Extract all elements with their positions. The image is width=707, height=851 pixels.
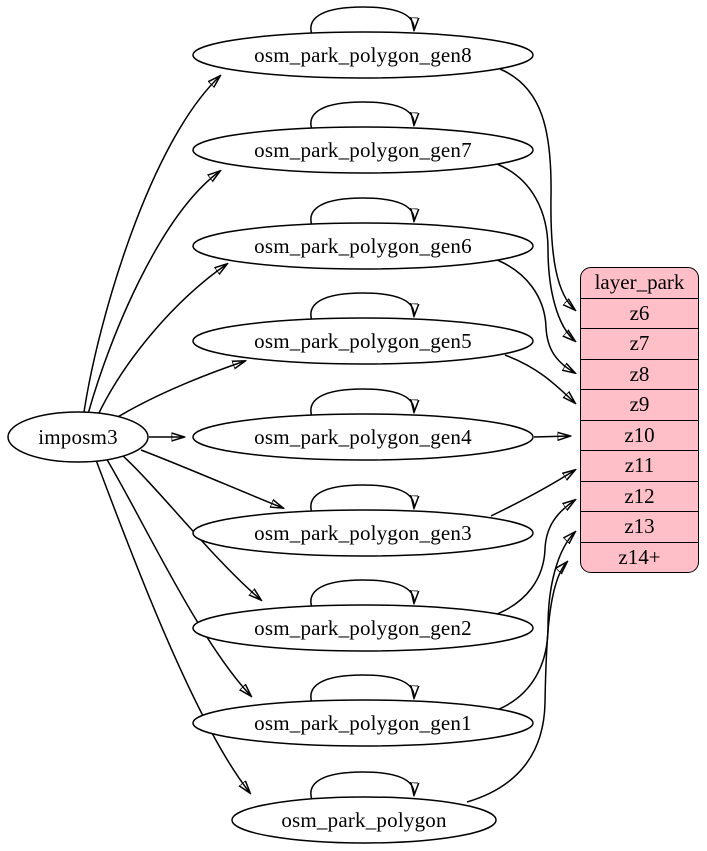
node-shapes (7, 31, 534, 844)
self-loop-gen2 (310, 579, 414, 609)
node-label-osm-park-polygon: osm_park_polygon (281, 807, 447, 832)
node-label-gen5: osm_park_polygon_gen5 (254, 328, 472, 353)
node-ellipse-gen8 (192, 31, 534, 79)
node-ellipse-gen2 (192, 604, 534, 652)
node-label-gen8: osm_park_polygon_gen8 (254, 42, 472, 67)
node-ellipse-gen5 (192, 317, 534, 365)
edge-imposm3-to-gen5 (110, 361, 245, 422)
layer-row-z10: z10 (581, 419, 698, 451)
node-ellipse-gen3 (192, 509, 534, 557)
node-ellipse-gen1 (192, 699, 534, 747)
self-loop-gen3 (310, 484, 414, 514)
edge-imposm3-to-gen7 (87, 171, 220, 415)
layer-row-z9: z9 (581, 389, 698, 420)
self-loop-gen5 (310, 292, 414, 322)
edge-gen4-to-z10 (533, 436, 570, 437)
node-label-imposm3: imposm3 (38, 424, 118, 449)
self-loop-osm-park-polygon (310, 771, 414, 801)
edge-gen3-to-z11 (490, 470, 575, 517)
edge-osm-park-polygon-to-z14plus (466, 562, 567, 803)
edge-imposm3-to-gen1 (105, 457, 251, 696)
edge-gen2-to-z12 (491, 500, 575, 617)
layer-row-z11: z11 (581, 450, 698, 481)
layer-row-z6: z6 (581, 297, 698, 329)
edges-to-layer-park (466, 68, 575, 803)
layer-row-z12: z12 (581, 480, 698, 512)
edges-from-imposm3 (83, 76, 283, 793)
layer-row-z8: z8 (581, 358, 698, 390)
self-loop-gen7 (310, 101, 414, 131)
layer-park-header: layer_park (594, 270, 685, 295)
node-ellipse-imposm3 (7, 411, 149, 463)
edge-gen8-to-z6 (499, 68, 575, 310)
edge-imposm3-to-gen2 (121, 454, 261, 600)
node-ellipse-gen6 (192, 222, 534, 270)
layer-park-table: layer_park z6 z7 z8 z9 z10 z11 z12 z13 z… (580, 267, 699, 573)
self-loop-edges (310, 6, 414, 801)
node-ellipse-osm-park-polygon (231, 796, 497, 844)
self-loop-gen1 (310, 674, 414, 704)
self-loop-gen4 (310, 388, 414, 418)
edge-imposm3-to-gen6 (96, 264, 227, 418)
node-label-gen1: osm_park_polygon_gen1 (254, 710, 472, 735)
node-label-gen3: osm_park_polygon_gen3 (254, 520, 472, 545)
edge-imposm3-to-gen8 (83, 76, 220, 413)
layer-row-z7: z7 (581, 328, 698, 359)
node-ellipse-gen7 (192, 126, 534, 174)
self-loop-gen6 (310, 197, 414, 227)
edge-gen5-to-z9 (504, 354, 575, 403)
self-loop-gen8 (310, 6, 414, 36)
layer-row-z13: z13 (581, 511, 698, 542)
edge-gen7-to-z7 (496, 163, 575, 341)
node-label-gen2: osm_park_polygon_gen2 (254, 615, 472, 640)
node-label-gen4: osm_park_polygon_gen4 (254, 424, 472, 449)
edge-imposm3-to-osm-park-polygon (95, 459, 250, 793)
edge-imposm3-to-gen3 (140, 449, 283, 508)
node-label-gen6: osm_park_polygon_gen6 (254, 233, 472, 258)
edge-gen6-to-z8 (491, 257, 575, 373)
node-ellipse-gen4 (192, 413, 534, 461)
layer-row-z14plus: z14+ (581, 541, 698, 573)
node-label-gen7: osm_park_polygon_gen7 (254, 137, 472, 162)
